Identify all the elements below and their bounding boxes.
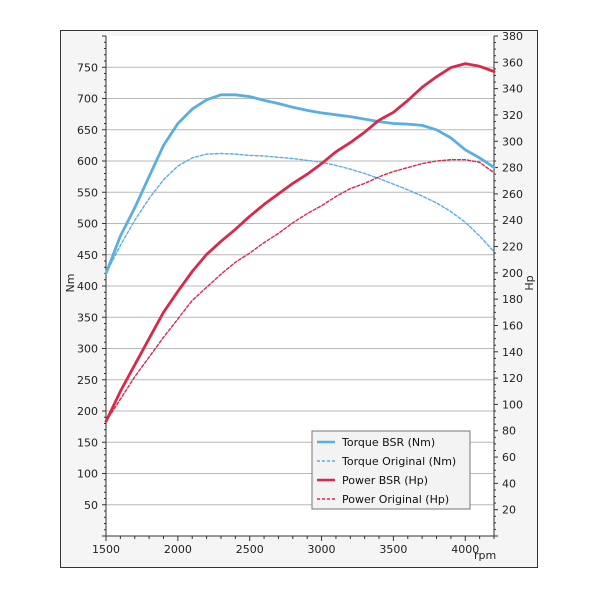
y-left-tick-label: 250 <box>77 374 98 387</box>
x-tick-label: 1500 <box>92 543 120 556</box>
y-right-tick-label: 200 <box>502 267 523 280</box>
y-right-tick-label: 40 <box>502 477 516 490</box>
y-left-tick-label: 350 <box>77 311 98 324</box>
x-tick-label: 3500 <box>379 543 407 556</box>
y-left-tick-label: 750 <box>77 61 98 74</box>
y-right-tick-label: 20 <box>502 504 516 517</box>
x-axis-unit-label: rpm <box>474 549 496 562</box>
y-right-tick-label: 360 <box>502 56 523 69</box>
legend-label: Torque BSR (Nm) <box>341 436 435 449</box>
y-left-tick-label: 400 <box>77 280 98 293</box>
y-axis-right-label: Hp <box>523 275 536 290</box>
x-tick-label: 2500 <box>236 543 264 556</box>
legend-label: Power Original (Hp) <box>342 493 449 506</box>
y-right-tick-label: 240 <box>502 214 523 227</box>
y-right-tick-label: 260 <box>502 188 523 201</box>
y-right-tick-label: 100 <box>502 398 523 411</box>
y-left-tick-label: 600 <box>77 155 98 168</box>
series-line-2 <box>105 152 495 275</box>
y-left-tick-label: 650 <box>77 124 98 137</box>
y-right-tick-label: 80 <box>502 425 516 438</box>
y-left-tick-label: 150 <box>77 436 98 449</box>
series-line-3 <box>104 62 496 423</box>
legend-label: Torque Original (Nm) <box>341 455 456 468</box>
y-right-tick-label: 180 <box>502 293 523 306</box>
y-right-tick-label: 220 <box>502 241 523 254</box>
y-axis-left-label: Nm <box>64 274 77 293</box>
y-left-tick-label: 200 <box>77 405 98 418</box>
series-line-4 <box>105 158 495 423</box>
series-line-1 <box>104 93 496 275</box>
x-tick-label: 4000 <box>451 543 479 556</box>
y-right-tick-label: 160 <box>502 319 523 332</box>
legend-label: Power BSR (Hp) <box>342 474 428 487</box>
y-right-tick-label: 340 <box>502 83 523 96</box>
y-right-tick-label: 280 <box>502 162 523 175</box>
y-right-tick-label: 380 <box>502 30 523 43</box>
y-right-tick-label: 120 <box>502 372 523 385</box>
y-left-tick-label: 500 <box>77 218 98 231</box>
y-right-tick-label: 320 <box>502 109 523 122</box>
y-left-tick-label: 550 <box>77 186 98 199</box>
y-left-tick-label: 50 <box>84 499 98 512</box>
y-left-tick-label: 100 <box>77 468 98 481</box>
x-tick-label: 3000 <box>308 543 336 556</box>
y-left-tick-label: 300 <box>77 343 98 356</box>
x-tick-label: 2000 <box>164 543 192 556</box>
y-right-tick-label: 140 <box>502 346 523 359</box>
y-right-tick-label: 300 <box>502 135 523 148</box>
y-right-tick-label: 60 <box>502 451 516 464</box>
legend-box <box>311 430 471 510</box>
y-left-tick-label: 450 <box>77 249 98 262</box>
y-left-tick-label: 700 <box>77 93 98 106</box>
